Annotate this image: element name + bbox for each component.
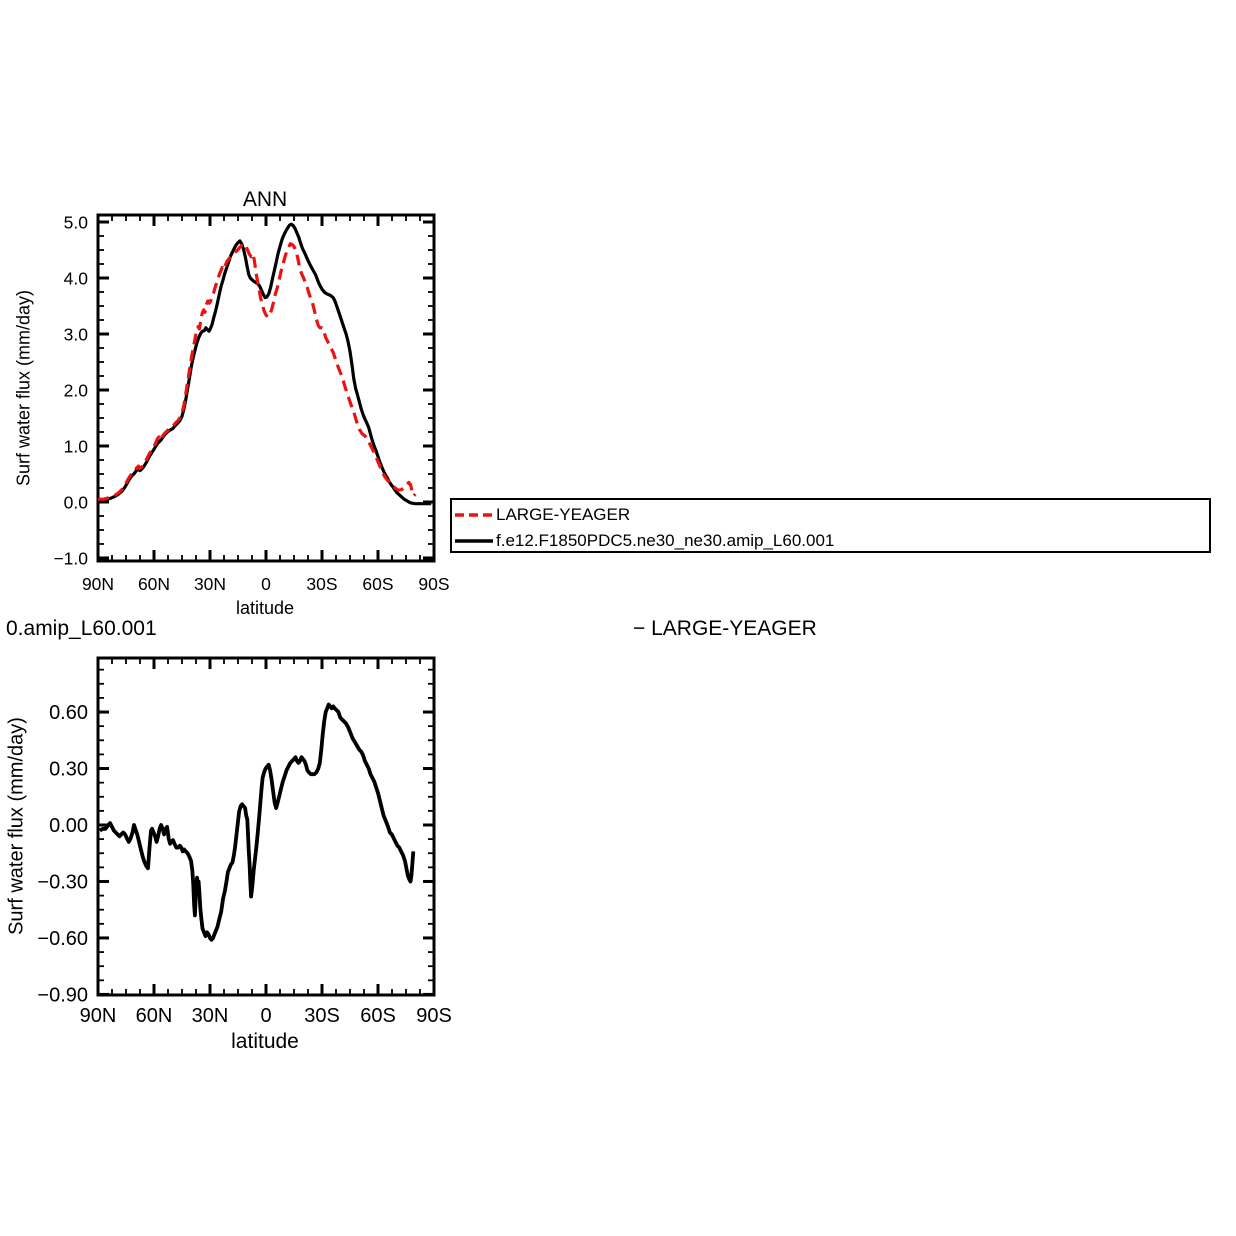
y-tick-label: 1.0: [64, 436, 89, 456]
series-difference-model-large-yeage: [98, 702, 416, 942]
x-tick-label: 30N: [192, 1005, 229, 1027]
bottom-chart-x-axis-title: latitude: [231, 1030, 299, 1053]
y-tick-label: 0.30: [49, 759, 88, 781]
x-tick-label: 0: [260, 1005, 271, 1027]
y-tick-label: 4.0: [64, 268, 89, 288]
y-tick-label: 2.0: [64, 380, 89, 400]
x-tick-label: 60N: [136, 1005, 173, 1027]
top-chart-frame: [96, 213, 436, 563]
bottom-chart-y-axis-title: Surf water flux (mm/day): [5, 717, 28, 935]
y-tick-label: −0.30: [37, 872, 88, 894]
diff-chart-title-left: 0.amip_L60.001: [6, 617, 157, 640]
bottom-chart: 90N 60N 30N 0 30S 60S 90S 0.60 0.30 0.00 −0.30 −0.6…: [37, 656, 452, 1027]
bottom-chart-ticks: [96, 658, 436, 996]
legend-solid-line-sample: [455, 539, 493, 543]
top-chart-title: ANN: [242, 188, 288, 211]
top-chart-tick-labels: 90N 60N 30N 0 30S 60S 90S −1.0 0.0 1.0 2.0 3.0 4.0 5.…: [53, 212, 449, 594]
y-tick-label: 3.0: [64, 324, 89, 344]
top-chart: 90N 60N 30N 0 30S 60S 90S −1.0 0.0 1.0 2.0 3.0 4.0 5.…: [53, 212, 449, 594]
x-tick-label: 60S: [362, 574, 393, 594]
top-chart-y-axis-title: Surf water flux (mm/day): [13, 289, 34, 487]
x-tick-label: 90S: [416, 1005, 452, 1027]
y-tick-label: 5.0: [64, 212, 89, 232]
x-tick-label: 30S: [304, 1005, 340, 1027]
legend-label: LARGE-YEAGER: [496, 505, 631, 524]
x-tick-label: 90N: [82, 574, 114, 594]
top-chart-x-axis-title: latitude: [235, 598, 295, 618]
top-chart-ticks: [96, 215, 436, 561]
x-tick-label: 90N: [80, 1005, 117, 1027]
x-tick-label: 60N: [138, 574, 170, 594]
y-tick-label: 0.00: [49, 815, 88, 837]
y-tick-label: 0.60: [49, 702, 88, 724]
x-tick-label: 90S: [418, 574, 449, 594]
y-tick-label: 0.0: [64, 492, 89, 512]
x-tick-label: 30S: [306, 574, 337, 594]
diff-chart-title-right: − LARGE-YEAGER: [633, 617, 817, 640]
legend-entry-large-yeager: LARGE-YEAGER: [454, 505, 630, 525]
legend-entry-model: f.e12.F1850PDC5.ne30_ne30.amip_L60.001: [454, 531, 834, 551]
series-large-yeager: [98, 242, 417, 501]
bottom-chart-frame: [96, 656, 436, 997]
series-f-e12-f1850pdc5-ne30-ne30-am: [98, 222, 432, 506]
x-tick-label: 30N: [194, 574, 226, 594]
x-tick-label: 60S: [360, 1005, 396, 1027]
x-tick-label: 0: [261, 574, 271, 594]
legend-dashed-line-sample: [455, 513, 493, 517]
legend-label: f.e12.F1850PDC5.ne30_ne30.amip_L60.001: [496, 531, 835, 550]
bottom-chart-tick-labels: 90N 60N 30N 0 30S 60S 90S 0.60 0.30 0.00 −0.30 −0.6…: [37, 702, 451, 1027]
y-tick-label: −0.60: [37, 928, 88, 950]
legend: LARGE-YEAGER f.e12.F1850PDC5.ne30_ne30.a…: [450, 498, 1211, 553]
y-tick-label: −0.90: [37, 985, 88, 1007]
y-tick-label: −1.0: [53, 548, 88, 568]
